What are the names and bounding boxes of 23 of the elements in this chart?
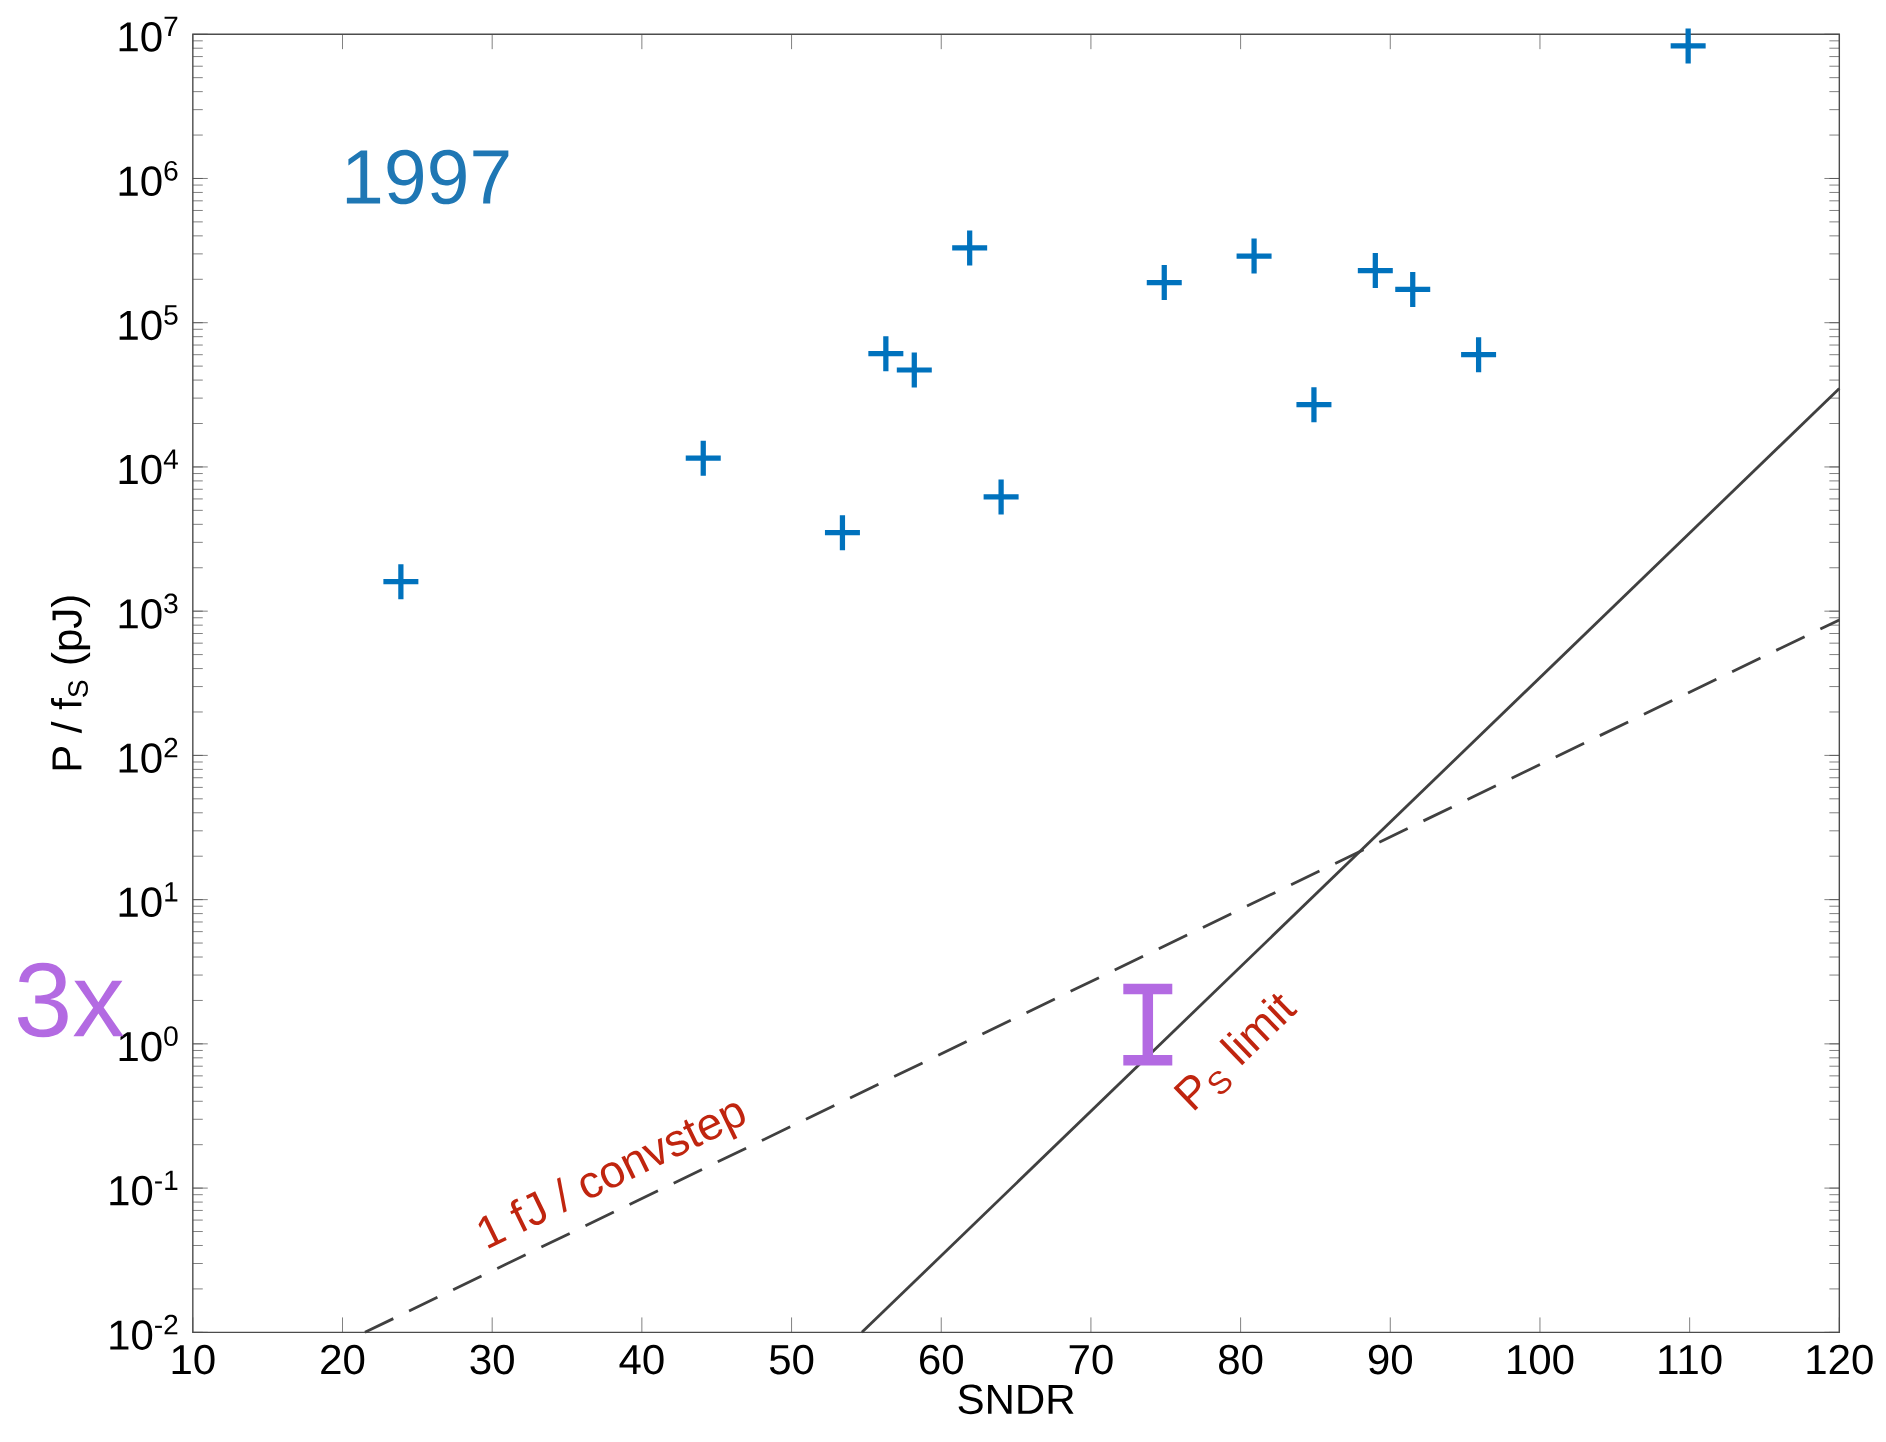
annotation: 1997: [346, 149, 509, 205]
x-tick-label: 80: [1219, 1344, 1263, 1375]
y-tick-label: 10$^{6}$: [119, 160, 178, 196]
x-tick-label: 90: [1368, 1344, 1413, 1375]
x-axis-title: SNDR: [958, 1384, 1074, 1414]
x-tick-label: 60: [920, 1344, 963, 1375]
y-tick-label: 10$^{1}$: [119, 881, 178, 917]
annotation: P$_{S}$ limit: [1173, 993, 1298, 1111]
x-tick-label: 100: [1508, 1344, 1574, 1375]
y-tick-label: 10$^{2}$: [119, 737, 178, 773]
y-tick-label: 10$^{-1}$: [110, 1170, 178, 1206]
x-tick-label: 120: [1807, 1344, 1873, 1375]
x-tick-label: 50: [769, 1344, 814, 1375]
y-tick-label: 10$^{7}$: [119, 16, 178, 52]
y-tick-label: 10$^{5}$: [119, 305, 178, 340]
x-tick-label: 30: [470, 1344, 514, 1375]
y-tick-label: 10$^{4}$: [119, 449, 178, 485]
x-tick-label: 40: [619, 1344, 664, 1375]
x-tick-label: 20: [321, 1344, 365, 1375]
x-tick-label: 110: [1659, 1344, 1722, 1375]
x-tick-label: 70: [1069, 1344, 1113, 1375]
y-tick-label: 10$^{3}$: [119, 593, 178, 629]
y-axis-title: P / f$_{S}$ (pJ): [50, 596, 91, 770]
